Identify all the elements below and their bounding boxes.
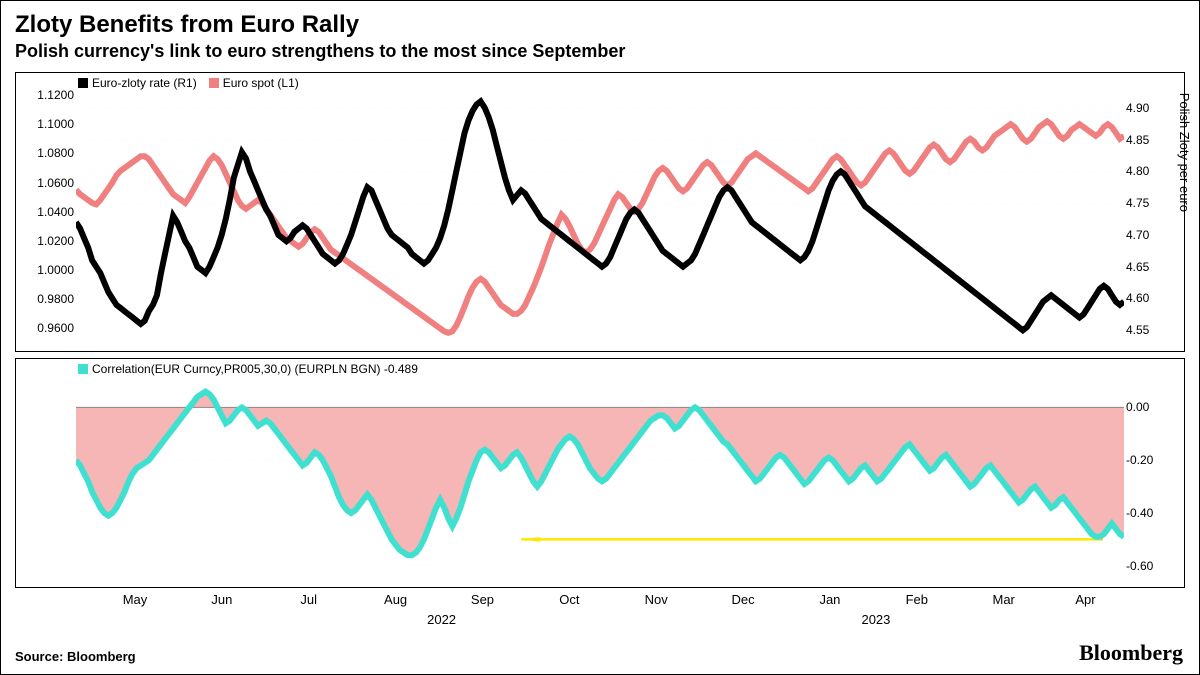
legend-label-1: Euro spot (L1) — [223, 76, 299, 90]
chart-subtitle: Polish currency's link to euro strengthe… — [15, 41, 1185, 62]
y-left-tick: 1.1000 — [18, 117, 74, 131]
y-right-bot-tick: -0.40 — [1126, 506, 1182, 520]
y-right-tick: 4.65 — [1126, 260, 1182, 274]
top-panel: Euro-zloty rate (R1) Euro spot (L1) 1.12… — [15, 72, 1185, 352]
x-month-label: Feb — [906, 592, 928, 607]
legend-label-bot: Correlation(EUR Curncy,PR005,30,0) (EURP… — [92, 362, 418, 376]
x-year-label: 2022 — [427, 612, 456, 627]
x-month-label: Oct — [559, 592, 579, 607]
y-left-tick: 1.0200 — [18, 234, 74, 248]
bottom-panel: Correlation(EUR Curncy,PR005,30,0) (EURP… — [15, 358, 1185, 588]
y-left-tick: 1.0400 — [18, 205, 74, 219]
x-month-label: May — [123, 592, 148, 607]
y-right-tick: 4.85 — [1126, 133, 1182, 147]
chart-title: Zloty Benefits from Euro Rally — [15, 11, 1185, 39]
x-axis: May Jun Jul Aug Sep Oct Nov Dec Jan Feb Mar Apr 202… — [89, 592, 1111, 632]
x-year-label: 2023 — [861, 612, 890, 627]
bot-chart-svg — [76, 381, 1124, 579]
y-left-tick: 1.0600 — [18, 176, 74, 190]
x-month-label: Jan — [819, 592, 840, 607]
x-month-label: Aug — [384, 592, 407, 607]
y-left-tick: 1.0000 — [18, 263, 74, 277]
x-month-label: Dec — [732, 592, 755, 607]
y-right-bot-tick: -0.20 — [1126, 453, 1182, 467]
top-chart-svg — [76, 95, 1124, 343]
y-right-tick: 4.90 — [1126, 101, 1182, 115]
y-right-ticks: 4.90 4.85 4.80 4.75 4.70 4.65 4.60 4.55 — [1126, 95, 1182, 343]
y-left-tick: 0.9800 — [18, 292, 74, 306]
x-month-label: Mar — [992, 592, 1014, 607]
x-month-label: Sep — [471, 592, 494, 607]
y-right-bot-tick: 0.00 — [1126, 400, 1182, 414]
y-right-tick: 4.80 — [1126, 164, 1182, 178]
y-right-tick: 4.75 — [1126, 196, 1182, 210]
source-text: Source: Bloomberg — [15, 649, 136, 664]
y-right-tick: 4.60 — [1126, 291, 1182, 305]
x-month-label: Jul — [300, 592, 317, 607]
legend-label-0: Euro-zloty rate (R1) — [92, 76, 197, 90]
y-right-bot-tick: -0.60 — [1126, 559, 1182, 573]
x-month-label: Jun — [211, 592, 232, 607]
right-axis-label: Polish Zloty per euro — [1177, 93, 1192, 212]
y-left-ticks: 1.12001.10001.08001.06001.04001.02001.00… — [18, 95, 74, 343]
y-right-bot-ticks: 0.00 -0.20 -0.40 -0.60 — [1126, 381, 1182, 579]
y-left-tick: 1.1200 — [18, 88, 74, 102]
y-left-tick: 0.9600 — [18, 321, 74, 335]
x-month-label: Nov — [645, 592, 668, 607]
y-left-tick: 1.0800 — [18, 146, 74, 160]
bot-legend: Correlation(EUR Curncy,PR005,30,0) (EURP… — [78, 362, 418, 376]
x-month-label: Apr — [1075, 592, 1095, 607]
top-legend: Euro-zloty rate (R1) Euro spot (L1) — [78, 76, 299, 90]
y-right-tick: 4.55 — [1126, 323, 1182, 337]
brand-logo: Bloomberg — [1079, 640, 1183, 666]
y-right-tick: 4.70 — [1126, 228, 1182, 242]
